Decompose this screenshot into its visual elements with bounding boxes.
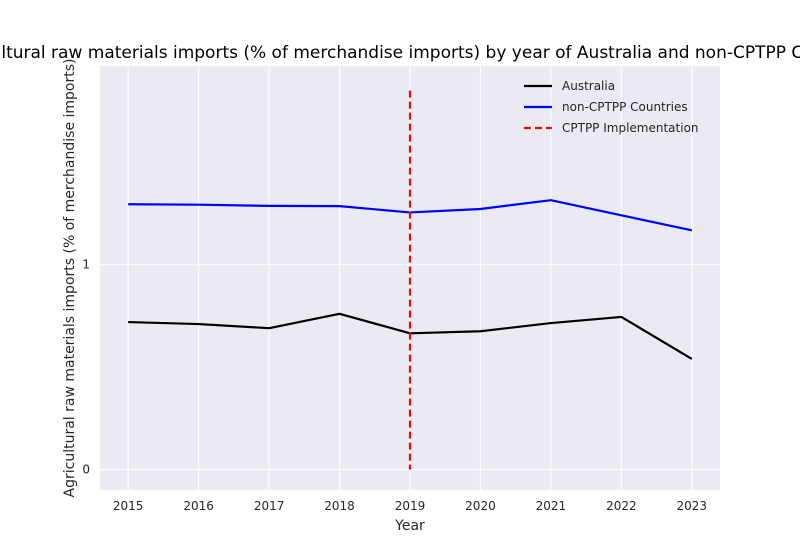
legend-label: non-CPTPP Countries (562, 100, 688, 114)
x-axis-label: Year (394, 518, 425, 534)
x-tick-label: 2020 (465, 499, 496, 513)
y-tick-label: 1 (82, 258, 90, 272)
chart-title: Agricultural raw materials imports (% of… (0, 43, 800, 63)
x-tick-label: 2016 (183, 499, 214, 513)
x-tick-label: 2015 (113, 499, 144, 513)
legend-label: Australia (562, 79, 615, 93)
legend-label: CPTPP Implementation (562, 121, 699, 135)
x-tick-label: 2021 (536, 499, 567, 513)
x-tick-label: 2022 (606, 499, 637, 513)
x-tick-label: 2023 (677, 499, 708, 513)
legend: Australia non-CPTPP Countries CPTPP Implem… (524, 79, 699, 135)
tick-labels: 2015 2016 2017 2018 2019 2020 2021 2022 2023 0 1 (82, 258, 707, 513)
x-tick-label: 2018 (324, 499, 355, 513)
y-axis-label: Agricultural raw materials imports (% of… (62, 59, 78, 498)
y-tick-label: 0 (82, 463, 90, 477)
x-tick-label: 2017 (254, 499, 285, 513)
x-tick-label: 2019 (395, 499, 426, 513)
